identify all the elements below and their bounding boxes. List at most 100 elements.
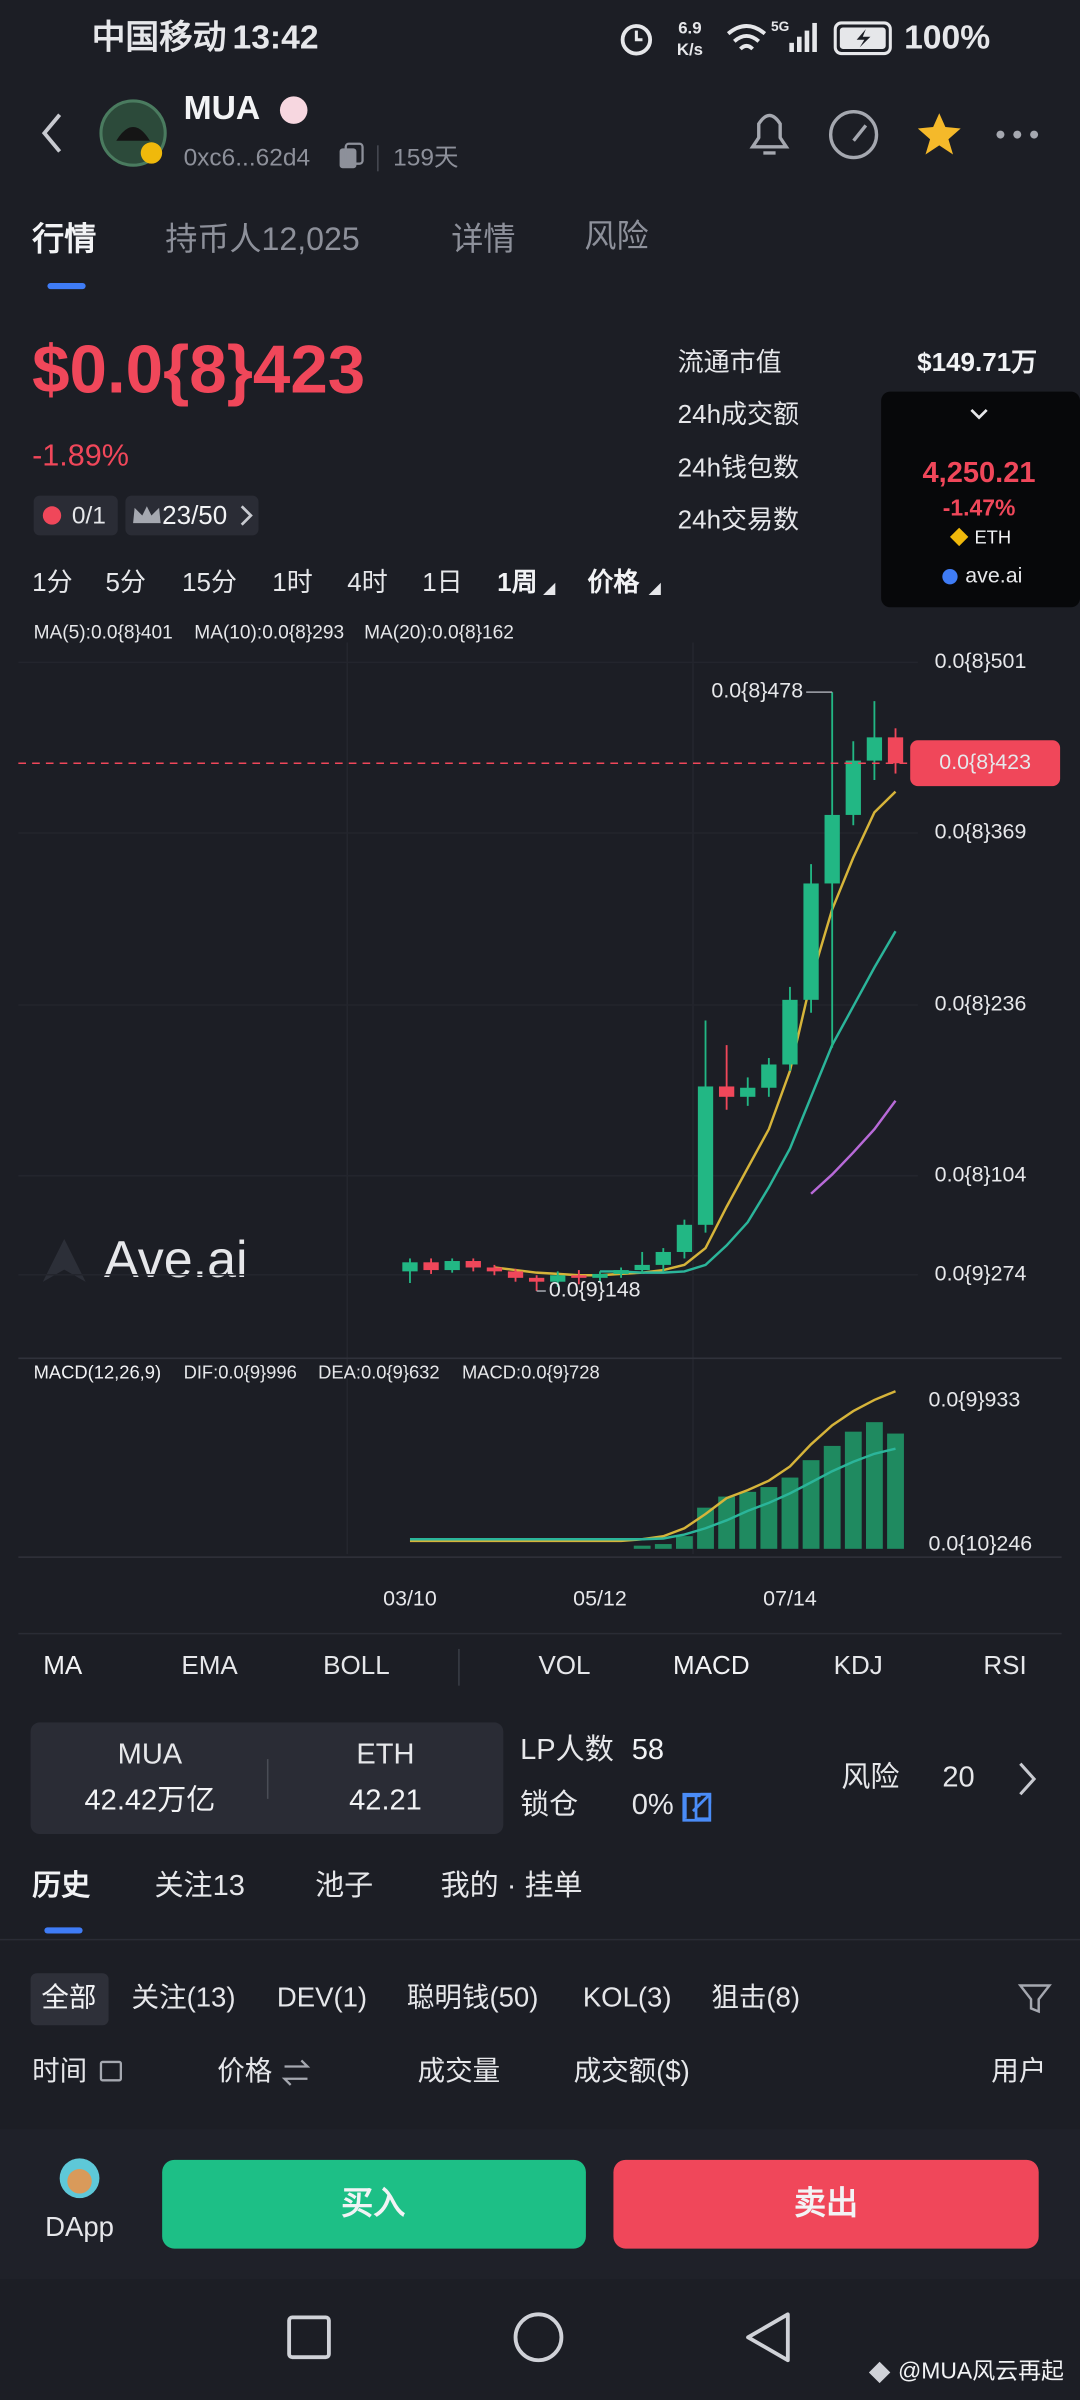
indicator-tab[interactable]: VOL [538, 1650, 590, 1680]
history-tab[interactable]: 池子 [315, 1869, 373, 1902]
nav-home[interactable] [513, 2312, 564, 2363]
candle-body [761, 1064, 777, 1088]
candle-body [824, 814, 840, 884]
lock-label: 锁仓 [520, 1788, 578, 1821]
token-avatar [99, 99, 167, 167]
external-link-icon[interactable] [682, 1792, 712, 1822]
y-tick-label: 0.0{8}369 [935, 820, 1027, 844]
filter[interactable]: KOL(3) [583, 1982, 672, 2013]
swap-icon[interactable] [281, 2059, 311, 2086]
crown-icon [133, 506, 161, 524]
chevron[interactable] [240, 505, 253, 526]
stat-label: 24h成交额 [678, 399, 799, 429]
stat-label: 24h钱包数 [678, 452, 799, 482]
filter[interactable]: 狙击(8) [711, 1982, 800, 2013]
nav-recents[interactable] [287, 2315, 331, 2360]
more-menu[interactable] [996, 130, 1039, 139]
indicator-tab[interactable]: KDJ [834, 1650, 883, 1680]
interval[interactable]: 5分 [106, 567, 146, 597]
ma-line [810, 1099, 897, 1195]
history-tab[interactable]: 历史 [32, 1869, 91, 1902]
interval-selected[interactable]: 1周 [497, 567, 537, 597]
tab[interactable]: 详情 [451, 221, 515, 257]
column-header: 用户 [991, 2055, 1046, 2086]
y-tick-label: 0.0{8}501 [935, 649, 1027, 673]
macd-bar [865, 1422, 883, 1549]
sell-button[interactable] [613, 2159, 1039, 2249]
battery-level: 100% [904, 20, 990, 57]
indicator-tab[interactable]: MACD [673, 1650, 750, 1680]
bell-icon[interactable] [749, 113, 790, 155]
y-tick-label: 0.0{9}274 [935, 1261, 1027, 1285]
favorite-star[interactable] [917, 113, 961, 155]
pool-token: MUA [118, 1739, 183, 1771]
legend-entry: DIF:0.0{9}996 [184, 1361, 297, 1382]
risk-label: 风险 [841, 1761, 899, 1794]
calendar-icon[interactable] [99, 2060, 122, 2082]
macd-bar [739, 1491, 757, 1549]
history-tab[interactable]: 关注13 [155, 1869, 245, 1902]
history-tab[interactable]: 我的 · 挂单 [441, 1869, 583, 1902]
collapse-chevron[interactable] [970, 408, 988, 420]
interval[interactable]: 15分 [182, 567, 237, 597]
column-header[interactable]: 时间 [32, 2055, 87, 2086]
indicator-tab[interactable]: BOLL [323, 1650, 390, 1680]
eth-price-popup[interactable] [881, 391, 1080, 608]
tab[interactable]: 行情 [32, 221, 96, 257]
candle-body [655, 1251, 671, 1265]
risk-value: 20 [942, 1762, 974, 1794]
alarm-icon [620, 24, 653, 56]
token-name: MUA [184, 90, 261, 127]
y-tick-label: 0.0{10}246 [929, 1532, 1033, 1556]
column-header: 成交额($) [574, 2055, 690, 2086]
risk-chevron[interactable] [1019, 1762, 1037, 1796]
min-label: 0.0{9}148 [549, 1278, 641, 1302]
filter[interactable]: 聪明钱(50) [407, 1982, 538, 2013]
filter[interactable]: 全部 [41, 1982, 96, 2013]
buy-button[interactable] [162, 2159, 586, 2249]
interval[interactable]: 1时 [272, 567, 312, 597]
tab[interactable]: 持币人12,025 [165, 221, 360, 257]
copy-icon[interactable] [339, 142, 364, 169]
token-badge [279, 96, 308, 124]
source-label: ave.ai [965, 563, 1022, 587]
buy-label[interactable]: 买入 [341, 2185, 405, 2221]
candle-body [571, 1275, 587, 1278]
macd-bar [887, 1433, 904, 1549]
back-button[interactable] [41, 113, 62, 153]
indicator-tab[interactable]: RSI [983, 1650, 1026, 1680]
filter-icon[interactable] [1017, 1984, 1052, 2014]
tab[interactable]: 风险 [584, 218, 648, 254]
filter[interactable]: 关注(13) [132, 1982, 236, 2013]
y-tick-label: 0.0{8}104 [935, 1162, 1027, 1186]
carrier: 中国移动 [92, 19, 227, 57]
pool-token-amount: 42.42万亿 [85, 1784, 216, 1817]
dapp-label[interactable]: DApp [45, 2211, 114, 2242]
lp-value: 58 [632, 1734, 664, 1766]
sell-label[interactable]: 卖出 [794, 2185, 858, 2221]
interval[interactable]: 1日 [422, 567, 462, 597]
candle-body [634, 1264, 650, 1271]
last-price-label: 0.0{8}423 [939, 750, 1031, 774]
price-mode[interactable]: 价格 [587, 567, 640, 597]
column-header[interactable]: 价格 [217, 2055, 272, 2086]
interval[interactable]: 1分 [32, 567, 72, 597]
ma-line [494, 790, 897, 1277]
indicator-tab[interactable]: MA [43, 1650, 83, 1680]
candle-body [592, 1273, 608, 1278]
filter[interactable]: DEV(1) [277, 1982, 367, 2013]
gauge-icon[interactable] [828, 109, 879, 160]
interval[interactable]: 4时 [347, 567, 387, 597]
legend-entry: MA(20):0.0{8}162 [364, 622, 514, 643]
y-tick-label: 0.0{8}236 [935, 992, 1027, 1016]
max-label: 0.0{8}478 [711, 679, 803, 703]
nav-back[interactable] [746, 2312, 790, 2363]
indicator-tab[interactable]: EMA [181, 1650, 238, 1680]
column-header: 成交量 [418, 2055, 501, 2086]
macd-bar [633, 1545, 651, 1549]
filter-selected-bg [30, 1973, 109, 2026]
macd-bar [823, 1445, 841, 1549]
signal-icon [789, 22, 817, 53]
token-age: 159天 [393, 145, 458, 172]
